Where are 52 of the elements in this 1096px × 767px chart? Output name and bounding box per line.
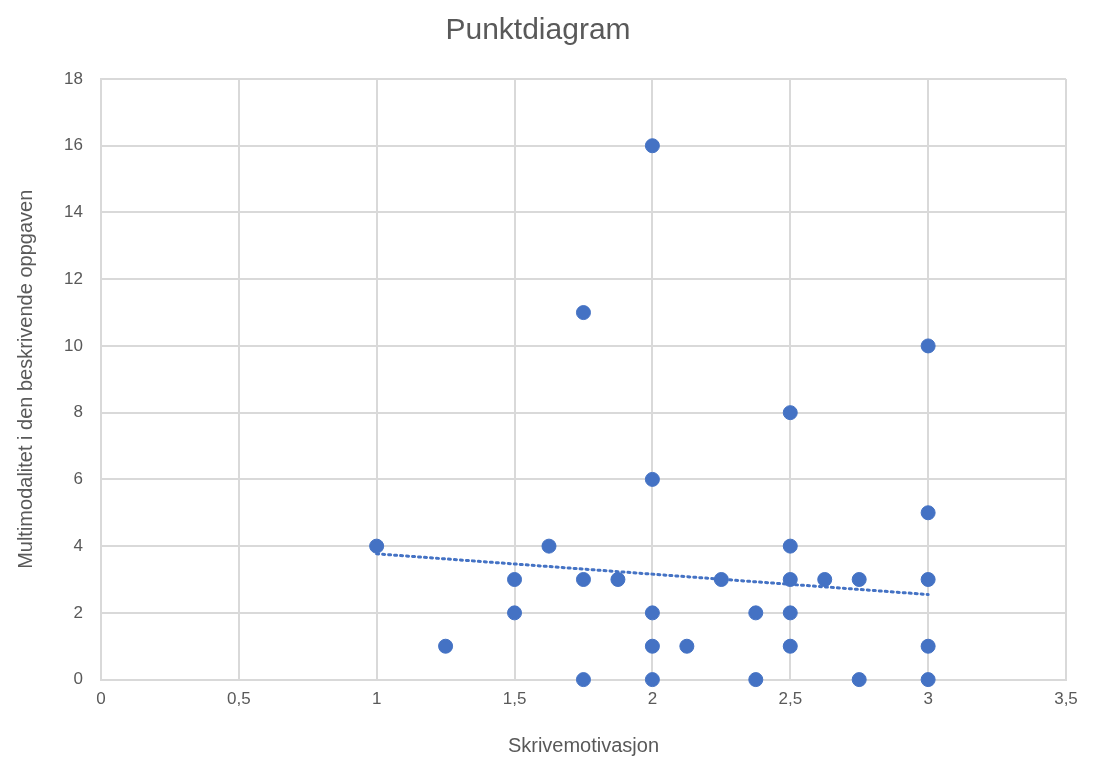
x-tick-label: 2: [647, 689, 658, 709]
point: [438, 638, 454, 654]
point: [575, 672, 591, 688]
point: [782, 572, 798, 587]
point: [369, 538, 385, 554]
y-tick-label: 14: [63, 202, 83, 222]
x-tick-label: 1: [371, 689, 382, 709]
point: [575, 305, 591, 321]
point: [644, 638, 660, 654]
x-axis-title: Skrivemotivasjon: [507, 733, 660, 756]
point: [541, 538, 557, 554]
y-tick-label: 4: [73, 535, 83, 555]
point: [782, 405, 798, 421]
point: [920, 672, 936, 688]
point: [920, 638, 936, 654]
x-tick-label: 3: [923, 689, 933, 709]
point: [920, 505, 936, 521]
point: [713, 572, 729, 587]
y-axis-title: Multimodalitet i den beskrivende oppgaven: [13, 189, 36, 569]
point: [920, 572, 936, 587]
point: [920, 338, 936, 354]
chart-title: Punktdiagram: [445, 12, 631, 46]
point: [748, 672, 764, 688]
y-tick-label: 10: [63, 335, 83, 355]
y-tick-label: 8: [73, 402, 83, 422]
point: [644, 138, 660, 154]
point: [507, 605, 523, 621]
point: [644, 605, 660, 621]
y-tick-label: 18: [63, 68, 83, 88]
y-tick-label: 0: [73, 669, 83, 689]
y-tick-label: 6: [73, 469, 83, 489]
point: [644, 471, 660, 487]
x-tick-label: 3,5: [1054, 689, 1078, 709]
x-tick-label: 2,5: [778, 689, 803, 709]
point: [575, 572, 591, 587]
x-tick-label: 0,5: [226, 689, 251, 709]
y-tick-label: 2: [73, 602, 83, 622]
point: [782, 605, 798, 621]
point: [851, 572, 867, 587]
x-tick-label: 0: [96, 689, 106, 709]
point: [679, 638, 695, 654]
point: [782, 538, 798, 554]
point: [851, 672, 867, 688]
point: [748, 605, 764, 621]
point: [507, 572, 523, 587]
point: [644, 672, 660, 688]
point: [610, 572, 626, 587]
point: [782, 638, 798, 654]
x-tick-label: 1,5: [502, 689, 527, 709]
point: [817, 572, 833, 587]
y-tick-label: 12: [63, 268, 83, 288]
y-tick-label: 16: [63, 135, 83, 155]
